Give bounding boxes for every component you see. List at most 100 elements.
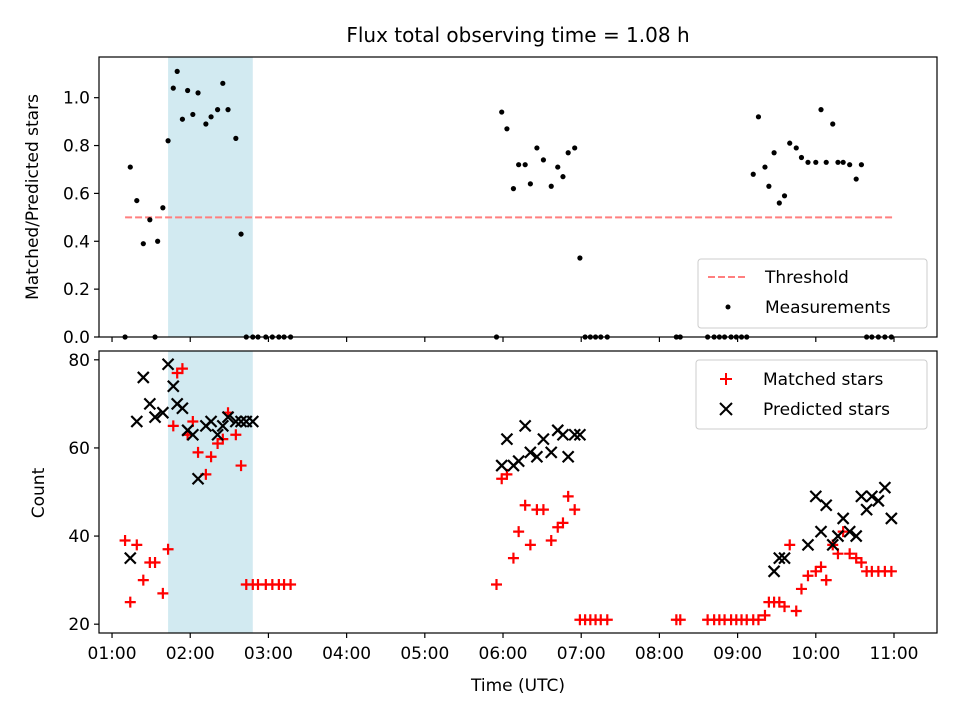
measurement-point	[208, 114, 214, 120]
x-tick-label: 06:00	[479, 644, 528, 664]
matched-star-point	[285, 579, 297, 591]
bottom-legend: Matched stars Predicted stars	[695, 359, 928, 430]
measurement-point	[560, 174, 566, 180]
measurement-point	[781, 193, 788, 199]
measurement-point	[185, 87, 191, 94]
predicted-star-point	[855, 490, 868, 503]
predicted-star-point	[814, 525, 828, 538]
predicted-star-point	[512, 454, 525, 468]
x-tick-label: 05:00	[400, 644, 449, 664]
measurement-point	[755, 114, 762, 120]
matched-star-point	[674, 614, 686, 626]
matched-star-point	[779, 601, 791, 613]
matched-legend-marker	[720, 373, 732, 385]
measurement-point	[818, 107, 824, 113]
matched-star-point	[490, 579, 502, 591]
top-axes-frame	[98, 56, 938, 338]
x-axis-label: Time (UTC)	[470, 676, 565, 696]
x-tick-label: 04:00	[322, 644, 371, 664]
measurement-point	[214, 107, 221, 113]
matched-star-point	[537, 504, 549, 516]
predicted-star-point	[161, 357, 175, 371]
measurement-point	[225, 107, 231, 113]
x-tick-label: 02:00	[166, 644, 215, 664]
bottom-x-ticks: 01:00 02:00 03:00 04:00 05:00 06:00 07:00 08:00…	[88, 633, 918, 664]
matched-star-point	[513, 526, 525, 538]
measurement-point	[787, 140, 793, 146]
matched-star-point	[519, 499, 531, 511]
measurement-point	[510, 186, 517, 192]
predicted-star-point	[124, 551, 137, 565]
measurement-point	[766, 183, 772, 189]
predicted-star-point	[843, 525, 856, 538]
measurement-point	[540, 157, 547, 163]
predicted-star-point	[216, 419, 230, 433]
measurement-point	[805, 159, 811, 165]
bottom-y-tick-label: 20	[68, 615, 90, 635]
bottom-highlight-span	[168, 351, 253, 633]
matched-star-point	[230, 429, 242, 441]
matched-star-point	[885, 565, 897, 577]
top-y-tick-label: 0.2	[63, 280, 90, 300]
top-legend-box	[697, 258, 928, 329]
measurement-point	[835, 159, 841, 165]
measurement-point	[762, 164, 768, 170]
ratio-panel: 0.0 0.2 0.4 0.6 0.8 1.0 Matched/Predicted sta…	[23, 56, 938, 348]
measurement-point	[190, 111, 196, 118]
predicted-star-point	[809, 490, 823, 503]
predicted-star-point	[860, 503, 873, 516]
predicted-star-point	[137, 371, 150, 384]
matched-star-point	[601, 614, 613, 626]
predicted-star-point	[544, 446, 558, 459]
predicted-star-point	[148, 410, 162, 424]
threshold-legend-label: Threshold	[764, 268, 849, 288]
measurement-point	[147, 217, 153, 223]
predicted-stars-points	[124, 357, 898, 578]
matched-star-point	[524, 539, 536, 551]
predicted-star-point	[186, 428, 200, 441]
measurement-point	[504, 126, 510, 132]
measurement-point	[195, 90, 201, 96]
matched-star-point	[119, 534, 131, 546]
matched-star-point	[167, 420, 179, 432]
matched-star-point	[569, 504, 581, 516]
matched-star-point	[790, 605, 802, 617]
measurement-point	[823, 159, 829, 165]
measurements-legend-label: Measurements	[765, 298, 891, 318]
measurement-point	[238, 231, 244, 237]
predicted-star-point	[826, 538, 840, 552]
measurement-point	[534, 145, 540, 151]
matched-star-point	[131, 539, 143, 551]
measurement-point	[793, 145, 799, 151]
measurement-point	[858, 162, 865, 168]
predicted-star-point	[518, 419, 532, 433]
bottom-y-tick-label: 40	[68, 527, 90, 547]
bottom-y-axis-label: Count	[29, 467, 49, 518]
measurement-point	[527, 181, 533, 187]
measurement-point	[776, 200, 782, 206]
predicted-star-point	[872, 494, 885, 508]
measurement-point	[572, 145, 578, 151]
x-tick-label: 11:00	[869, 644, 918, 664]
top-y-tick-label: 1.0	[63, 89, 90, 109]
chart-title: Flux total observing time = 1.08 h	[346, 23, 689, 47]
x-tick-label: 01:00	[88, 644, 137, 664]
bottom-y-tick-label: 80	[68, 351, 90, 371]
matched-star-point	[795, 583, 807, 595]
predicted-star-point	[167, 379, 180, 393]
measurement-point	[203, 121, 209, 127]
measurement-point	[577, 255, 583, 261]
measurements-legend-marker	[725, 304, 731, 310]
matched-stars-points	[119, 363, 897, 626]
matched-star-point	[557, 517, 569, 529]
predicted-star-point	[836, 512, 850, 525]
measurement-point	[555, 164, 561, 170]
predicted-star-point	[801, 538, 815, 552]
measurement-point	[750, 171, 756, 177]
predicted-star-point	[537, 432, 550, 446]
measurement-point	[771, 150, 777, 156]
bottom-legend-box	[695, 359, 928, 430]
matched-star-point	[176, 363, 188, 375]
